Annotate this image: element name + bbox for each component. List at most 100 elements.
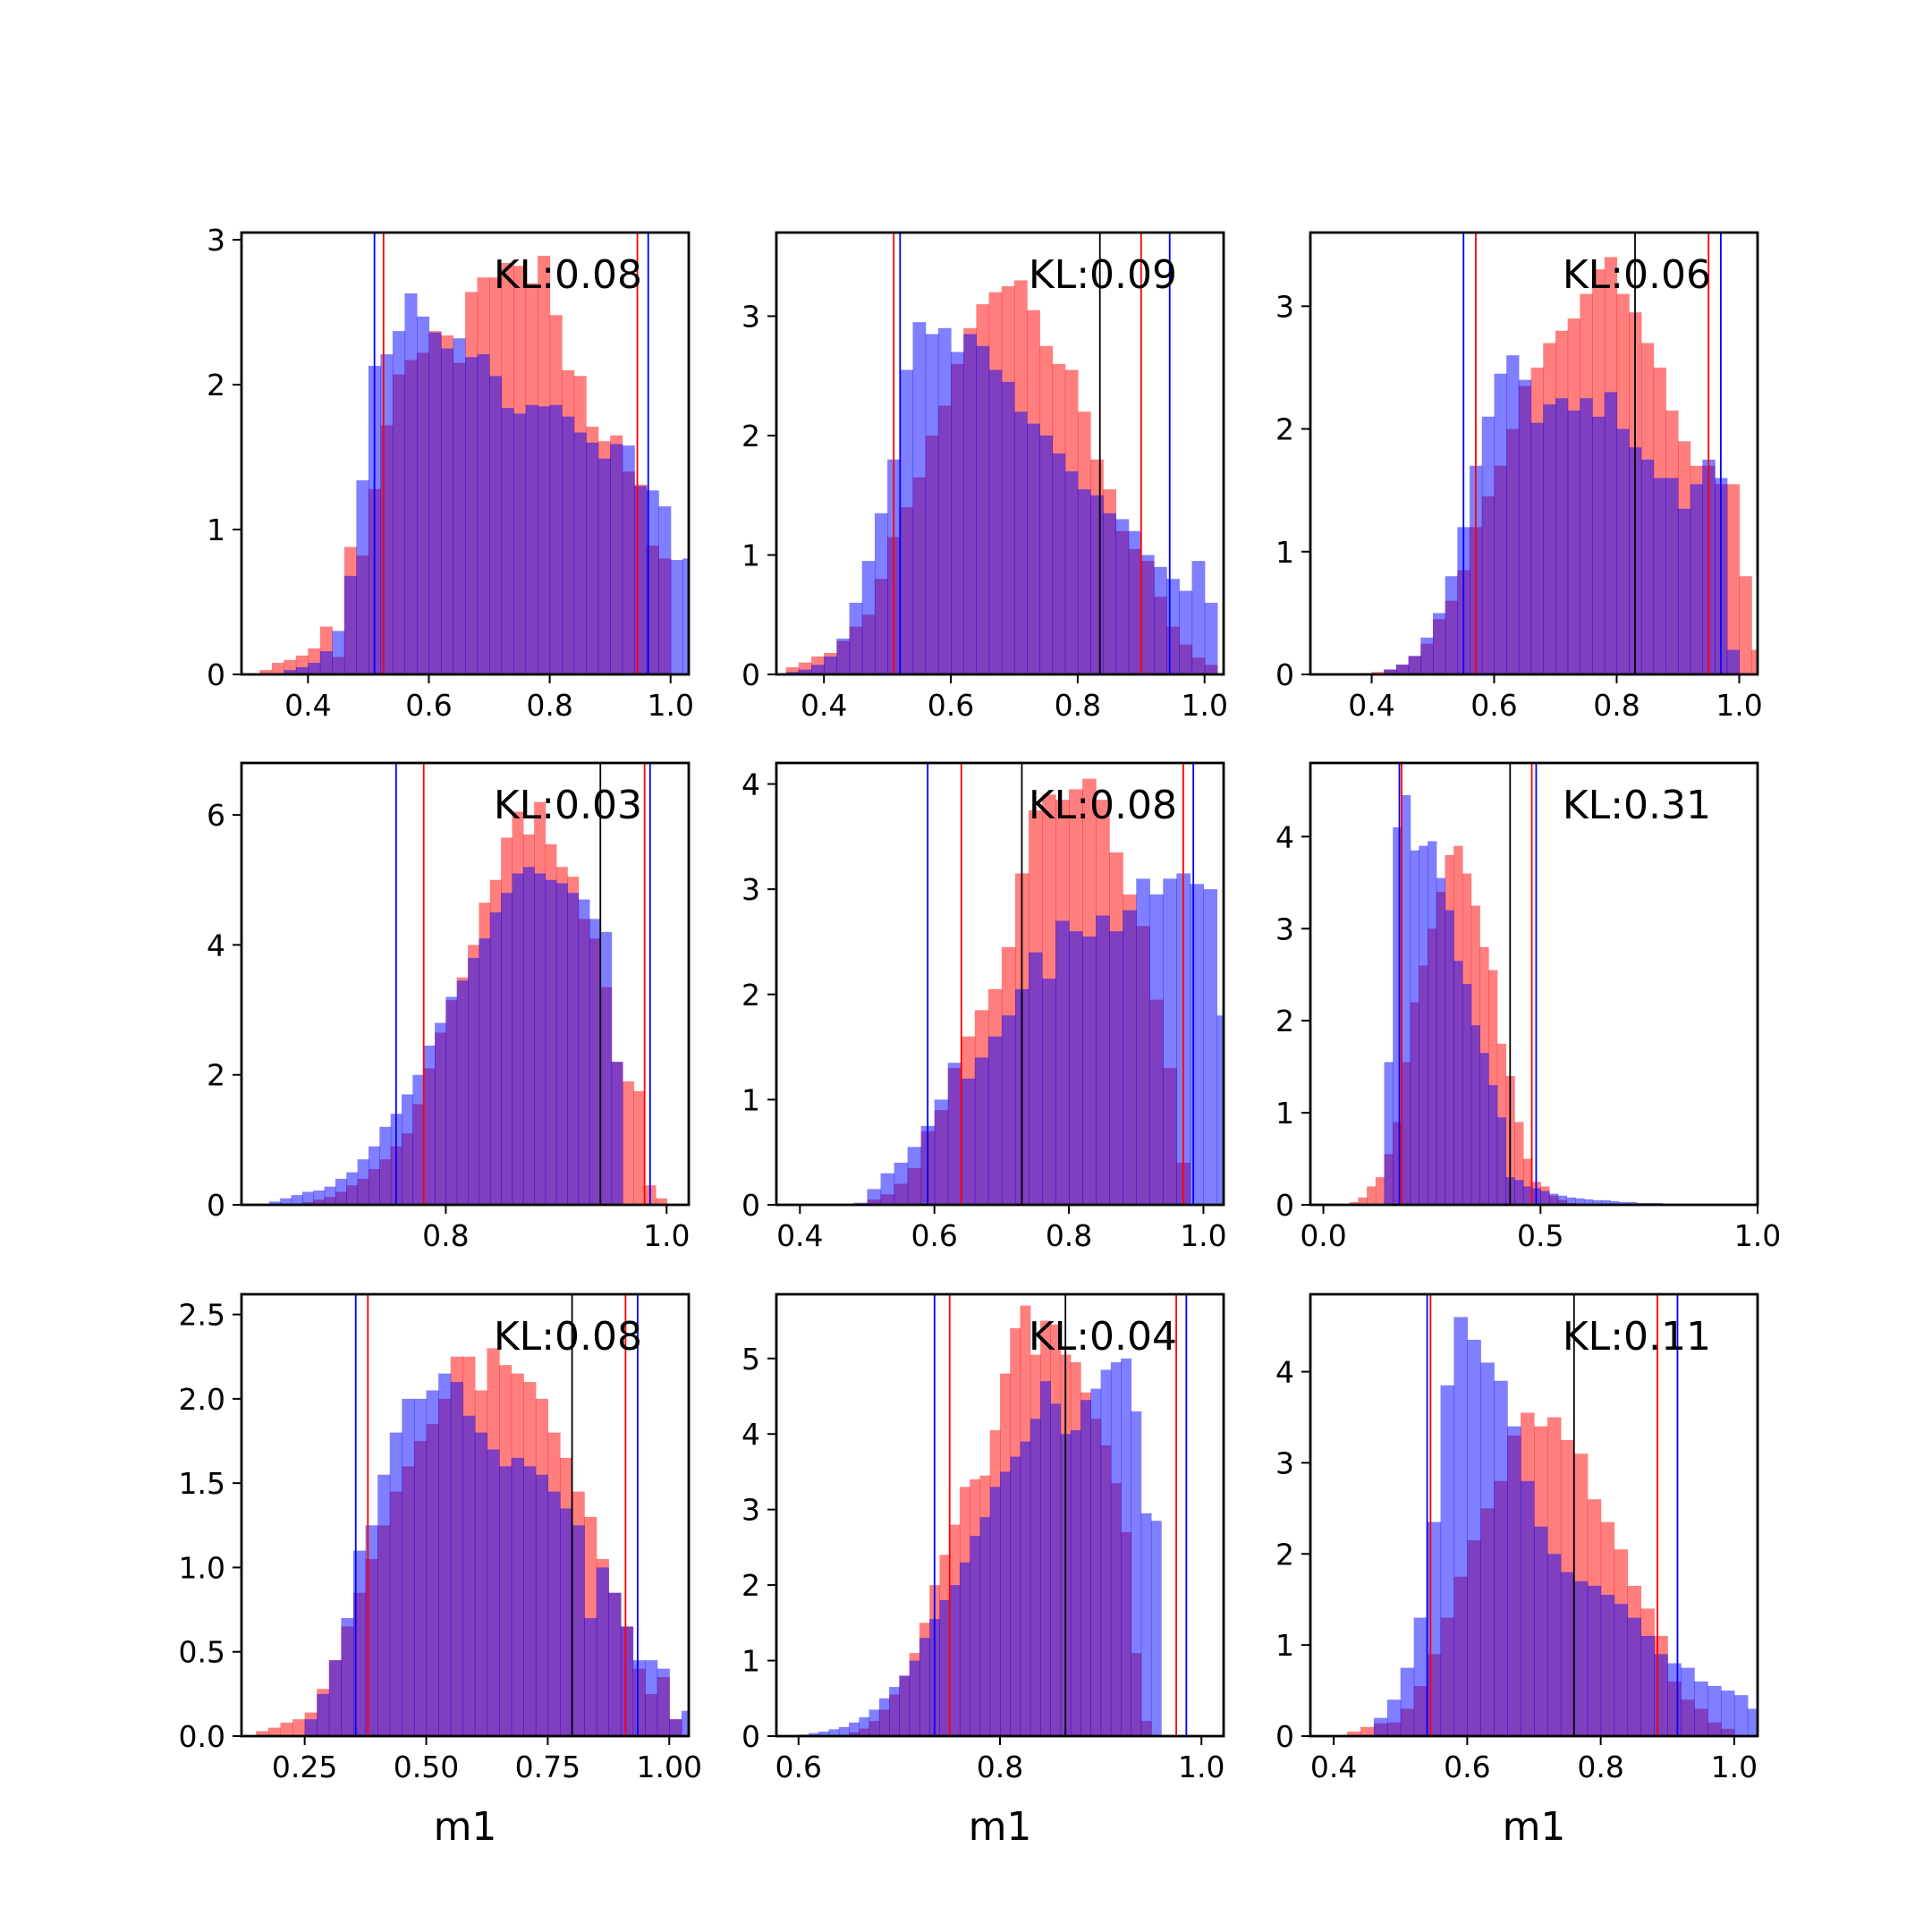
blue-bar: [1419, 845, 1428, 1205]
blue-bar: [1488, 1085, 1498, 1205]
kl-annotation: KL:0.11: [1563, 1314, 1711, 1360]
blue-bar: [1000, 1471, 1011, 1736]
blue-bar: [324, 1186, 336, 1205]
kl-annotation: KL:0.04: [1029, 1314, 1177, 1360]
blue-bar: [572, 1525, 585, 1736]
blue-bar: [874, 513, 888, 674]
blue-bar: [1665, 478, 1679, 674]
y-tick-label: 2.0: [179, 1382, 225, 1417]
y-tick-label: 0: [1275, 1719, 1294, 1754]
blue-bar: [562, 416, 575, 674]
blue-bar: [291, 1195, 303, 1205]
blue-bar: [435, 1022, 446, 1205]
blue-bar: [1400, 1667, 1415, 1736]
blue-bar: [1445, 910, 1454, 1205]
blue-bar: [1494, 373, 1507, 674]
blue-bar: [438, 1373, 452, 1736]
x-tick-label: 1.0: [1716, 688, 1762, 723]
blue-bar: [317, 1693, 330, 1736]
blue-bar: [1592, 1199, 1602, 1205]
subplot-1: 0.4 0.6 0.8 1.0 0 1 2 3 KL:0.08: [207, 223, 694, 723]
blue-bar: [1580, 398, 1593, 674]
blue-bar: [428, 332, 442, 674]
red-bar: [1522, 1158, 1533, 1205]
bars: [259, 255, 689, 674]
y-tick-label: 0: [207, 1188, 225, 1223]
blue-bar: [426, 1390, 439, 1736]
blue-bar: [1166, 579, 1180, 674]
interval-lines: [893, 233, 1171, 674]
blue-bar: [1654, 1654, 1668, 1736]
blue-bar: [828, 1729, 840, 1736]
x-tick-label: 1.0: [643, 1218, 690, 1253]
blue-bar: [445, 996, 458, 1205]
red-bar: [1751, 649, 1758, 674]
x-axis-label: m1: [969, 1804, 1032, 1850]
blue-bar: [951, 352, 964, 674]
blue-bar: [824, 656, 837, 674]
blue-bar: [608, 1592, 622, 1736]
blue-bar: [453, 338, 466, 674]
y-tick-label: 1.0: [179, 1550, 225, 1585]
blue-bar: [489, 376, 503, 674]
blue-bar: [487, 1449, 500, 1736]
blue-bar: [1090, 1388, 1102, 1736]
blue-bar: [402, 1398, 415, 1736]
blue-bar: [368, 1146, 380, 1205]
blue-bar: [798, 669, 812, 674]
blue-bar: [1640, 459, 1655, 674]
blue-bar: [1410, 850, 1419, 1205]
blue-bar: [880, 1173, 895, 1205]
y-tick-label: 0: [1275, 657, 1294, 692]
x-tick-label: 0.6: [911, 1218, 957, 1253]
x-axis-label: m1: [434, 1804, 497, 1850]
blue-bar: [670, 560, 683, 674]
blue-bar: [1041, 979, 1056, 1205]
blue-bar: [925, 334, 939, 674]
blue-bar: [416, 316, 430, 674]
kl-annotation: KL:0.09: [1029, 252, 1177, 298]
x-tick-label: 0.8: [1577, 1750, 1623, 1784]
red-bar: [259, 670, 273, 674]
blue-bar: [1440, 1385, 1455, 1736]
blue-bar: [1050, 1403, 1062, 1736]
blue-bar: [1069, 931, 1083, 1205]
blue-bar: [836, 638, 851, 674]
y-tick-label: 0: [741, 657, 760, 692]
blue-bar: [1522, 1186, 1533, 1205]
blue-bar: [1479, 1053, 1489, 1205]
blue-bar: [1080, 1400, 1091, 1736]
blue-bar: [646, 490, 659, 674]
blue-bar: [538, 406, 551, 674]
blue-bar: [1123, 910, 1137, 1205]
blue-bar: [1040, 1381, 1051, 1736]
blue-bar: [894, 1162, 909, 1205]
x-tick-label: 0.25: [272, 1750, 337, 1784]
blue-bar: [1153, 566, 1167, 674]
blue-bar: [1600, 1595, 1615, 1736]
y-tick-label: 2: [207, 368, 225, 402]
y-tick-label: 4: [741, 767, 760, 802]
red-bar: [280, 1722, 293, 1736]
blue-bar: [412, 1074, 425, 1205]
x-tick-label: 0.8: [526, 688, 572, 723]
blue-bar: [657, 1668, 670, 1736]
blue-bar: [1110, 1362, 1122, 1736]
blue-bar: [513, 413, 527, 674]
x-tick-label: 0.8: [1055, 688, 1101, 723]
blue-bar: [525, 404, 538, 674]
bars: [1347, 1317, 1758, 1736]
x-axis-label: m1: [1503, 1804, 1566, 1850]
blue-bar: [1548, 1193, 1559, 1205]
blue-bar: [1028, 952, 1043, 1205]
red-bar: [1358, 1197, 1368, 1205]
blue-bar: [1604, 392, 1618, 674]
blue-bar: [549, 404, 563, 674]
blue-bar: [1384, 669, 1397, 674]
blue-bar: [1432, 613, 1446, 674]
blue-bar: [1530, 422, 1544, 674]
blue-bar: [1052, 453, 1066, 674]
blue-bar: [1149, 894, 1164, 1205]
blue-bar: [456, 980, 469, 1205]
blue-bar: [346, 1172, 359, 1205]
